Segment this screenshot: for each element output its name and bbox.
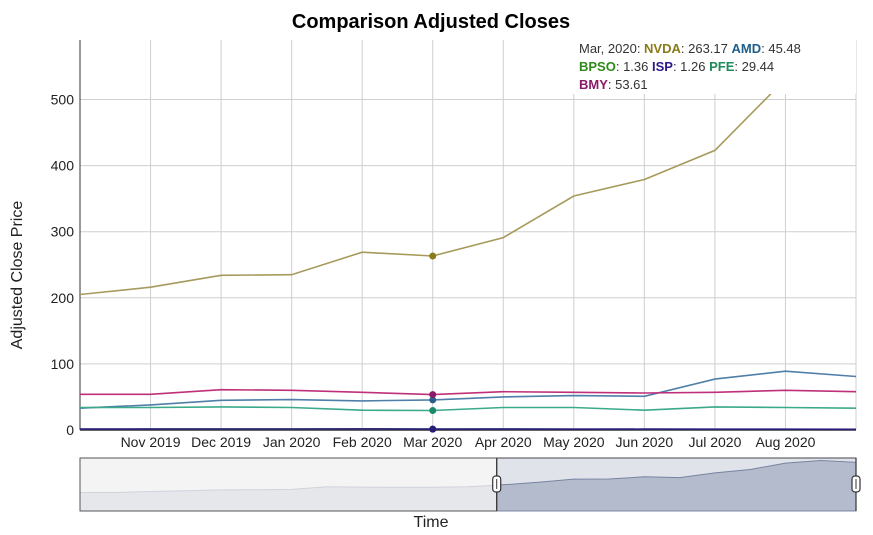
range-selector-unselected	[79, 457, 498, 512]
legend-background	[572, 38, 856, 94]
legend-value-isp: : 1.26	[673, 59, 709, 74]
series-line-amd	[79, 370, 857, 409]
x-tick-label: Jun 2020	[616, 434, 674, 450]
range-selector-selected[interactable]	[496, 458, 856, 511]
x-tick-label: Dec 2019	[191, 434, 251, 450]
range-selector[interactable]	[79, 457, 861, 512]
legend-value-bpso: : 1.36	[616, 59, 652, 74]
series-line-bmy	[80, 388, 857, 396]
x-tick-label: Jul 2020	[688, 434, 741, 450]
y-tick-label: 400	[51, 158, 75, 174]
legend-line: Mar, 2020: NVDA: 263.17 AMD: 45.48	[579, 41, 801, 56]
series-point-amd	[429, 396, 437, 404]
y-tick-label: 200	[51, 290, 75, 306]
legend-value-pfe: : 29.44	[734, 59, 774, 74]
legend-symbol-amd: AMD	[732, 41, 762, 56]
series-layer	[79, 72, 857, 431]
legend-value-bmy: : 53.61	[608, 77, 648, 92]
legend-symbol-bmy: BMY	[579, 77, 608, 92]
series-point-nvda	[429, 252, 437, 260]
series-point-bmy	[429, 391, 437, 399]
legend-date: Mar, 2020:	[579, 41, 644, 56]
marker-layer	[429, 252, 437, 433]
series-point-pfe	[429, 407, 437, 415]
legend-line: BPSO: 1.36 ISP: 1.26 PFE: 29.44	[579, 59, 774, 74]
series-line-nvda	[79, 72, 857, 296]
x-tick-label: Apr 2020	[475, 434, 532, 450]
x-tick-label: Nov 2019	[121, 434, 181, 450]
legend-value-nvda: : 263.17	[681, 41, 732, 56]
x-tick-label: Aug 2020	[755, 434, 815, 450]
legend-symbol-isp: ISP	[652, 59, 673, 74]
y-axis-title: Adjusted Close Price	[9, 201, 26, 350]
series-line-pfe	[80, 406, 857, 412]
y-axis-ticks: 0 100 200 300 400 500	[51, 91, 75, 438]
x-tick-label: Feb 2020	[333, 434, 392, 450]
legend-value-amd: : 45.48	[761, 41, 801, 56]
x-tick-label: Jan 2020	[263, 434, 321, 450]
x-axis-title: Time	[414, 514, 449, 531]
grid	[79, 40, 857, 431]
chart-title: Comparison Adjusted Closes	[292, 11, 570, 33]
y-tick-label: 300	[51, 224, 75, 240]
legend-line: BMY: 53.61	[579, 77, 648, 92]
legend-symbol-bpso: BPSO	[579, 59, 616, 74]
series-point-isp	[429, 425, 437, 433]
y-tick-label: 100	[51, 356, 75, 372]
legend: Mar, 2020: NVDA: 263.17 AMD: 45.48BPSO: …	[572, 38, 856, 94]
y-tick-label: 500	[51, 91, 75, 107]
y-tick-label: 0	[66, 422, 74, 438]
x-axis-ticks: Nov 2019 Dec 2019 Jan 2020 Feb 2020 Mar 2020…	[121, 434, 816, 450]
x-tick-label: Mar 2020	[403, 434, 462, 450]
legend-symbol-nvda: NVDA	[644, 41, 681, 56]
x-tick-label: May 2020	[543, 434, 605, 450]
legend-symbol-pfe: PFE	[709, 59, 735, 74]
